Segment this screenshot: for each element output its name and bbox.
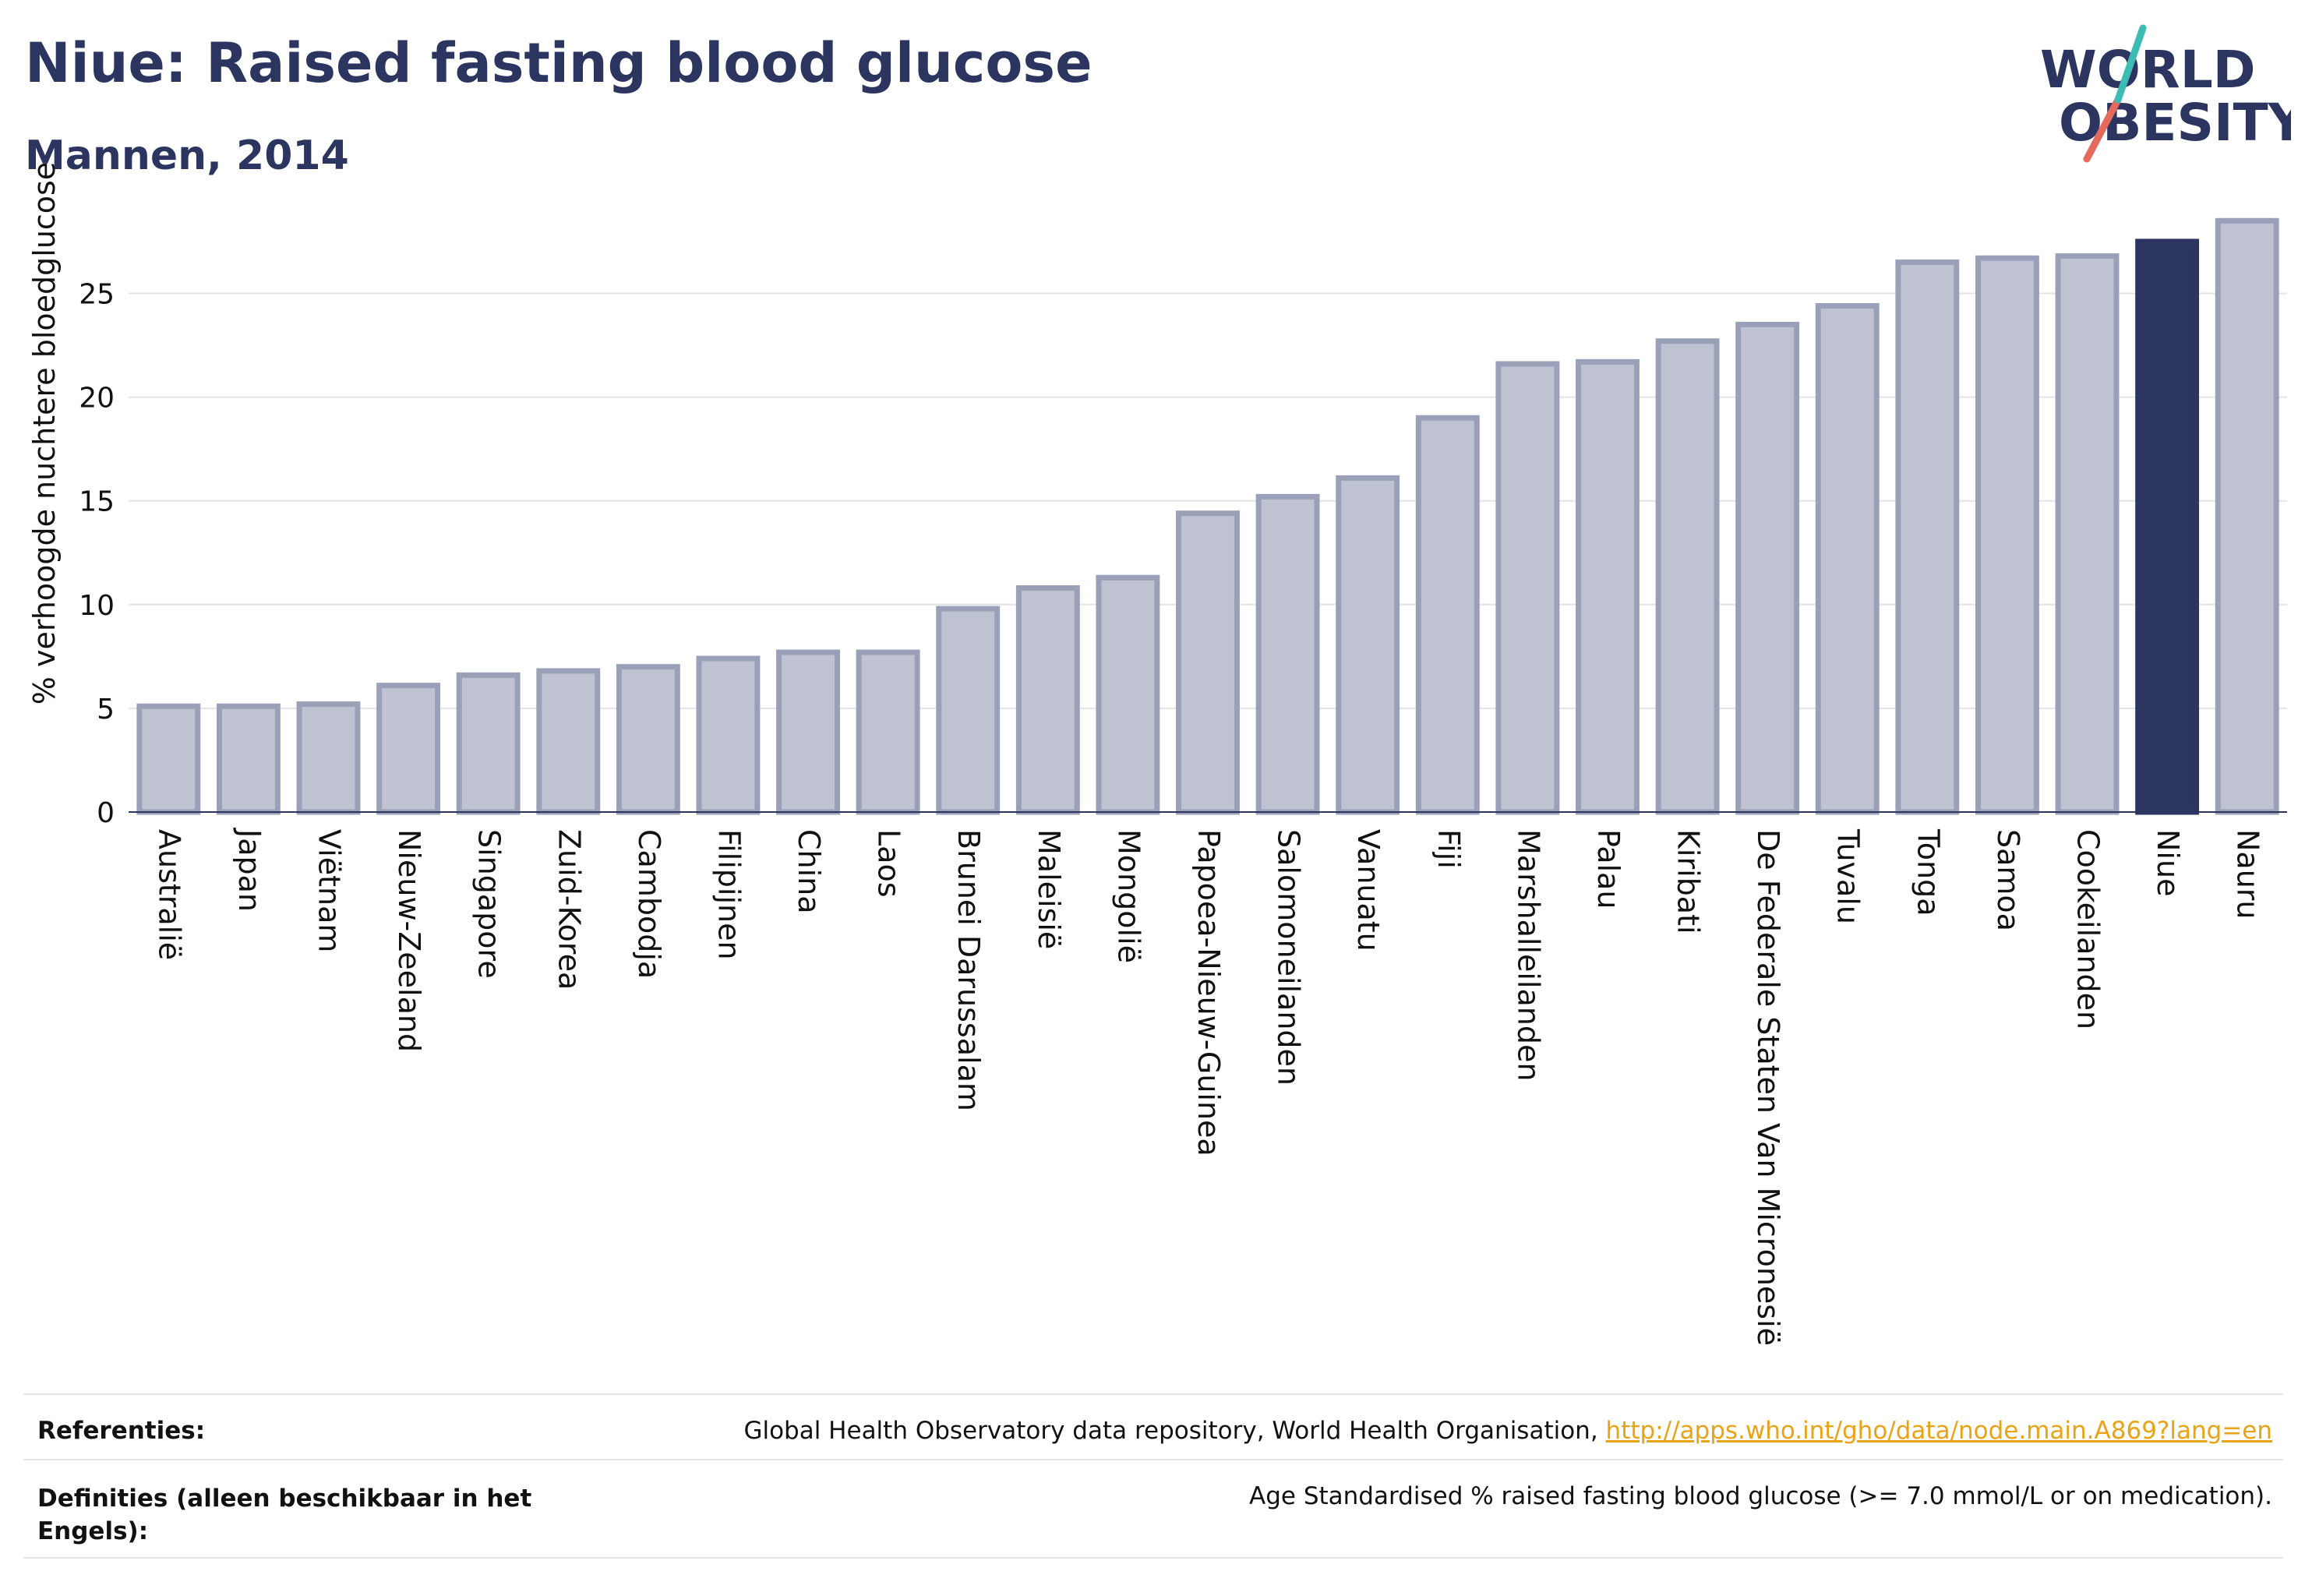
bar-niue [2135, 238, 2200, 815]
bar-filipijnen [696, 655, 761, 815]
x-tick-label: China [792, 829, 826, 914]
bar-papoea-nieuw-guinea [1176, 510, 1240, 815]
bar-singapore [456, 672, 521, 815]
references-label: Referenties: [37, 1417, 206, 1445]
bar-brunei-darussalam [936, 606, 1001, 815]
y-axis-ticks: 0 5 10 15 20 25 [79, 278, 115, 829]
bar-fiji [1415, 415, 1480, 815]
x-tick-label: Vanuatu [1351, 829, 1385, 952]
bar-chart: 0 5 10 15 20 25 Australië Japan Viëtnam Nieuw-Ze… [27, 162, 2287, 1346]
x-axis-labels: Australië Japan Viëtnam Nieuw-Zeeland Singap… [152, 828, 2264, 1346]
x-tick-label: Tuvalu [1831, 828, 1866, 924]
x-tick-label: Laos [872, 829, 906, 898]
bar-nauru [2215, 217, 2279, 815]
divider-middle [23, 1459, 2283, 1460]
y-tick-label: 10 [79, 590, 115, 622]
bar-vanuatu [1336, 475, 1400, 815]
x-tick-label: Japan [232, 828, 267, 912]
x-tick-label: Fiji [1431, 829, 1466, 869]
bar-salomoneilanden [1255, 493, 1320, 815]
x-tick-label: Kiribati [1671, 829, 1706, 934]
bar-mongoli- [1096, 574, 1160, 815]
x-tick-label: Samoa [1991, 829, 2025, 931]
bar-de-federale-staten-van-micronesi- [1735, 321, 1800, 815]
bar-tuvalu [1815, 302, 1880, 815]
world-obesity-logo: WORLD OBESITY [2040, 24, 2291, 163]
bar-zuid-korea [536, 668, 601, 815]
x-tick-label: Nieuw-Zeeland [392, 829, 426, 1052]
bar-nieuw-zeeland [376, 683, 441, 815]
chart-subtitle: Mannen, 2014 [25, 132, 349, 179]
chart-title: Niue: Raised fasting blood glucose [25, 31, 1092, 95]
y-tick-label: 5 [97, 694, 115, 726]
y-axis-label: % verhoogde nuchtere bloedglucose [27, 162, 62, 704]
bar-japan [216, 703, 281, 815]
divider-bottom [23, 1557, 2283, 1559]
x-tick-label: Marshalleilanden [1511, 829, 1545, 1081]
bar-palau [1576, 358, 1640, 815]
x-tick-label: Cookeilanden [2071, 829, 2106, 1029]
y-tick-label: 0 [97, 797, 115, 829]
bar-kiribati [1655, 338, 1720, 815]
bar-cambodja [616, 664, 680, 815]
references-link[interactable]: http://apps.who.int/gho/data/node.main.A… [1605, 1417, 2272, 1445]
bar-china [776, 649, 840, 815]
bars [136, 217, 2279, 815]
bar-marshalleilanden [1495, 361, 1560, 815]
y-tick-label: 25 [79, 278, 115, 310]
x-tick-label: Brunei Darussalam [951, 829, 986, 1111]
bar-australi- [136, 703, 201, 815]
y-tick-label: 20 [79, 383, 115, 415]
bar-maleisi- [1015, 584, 1080, 815]
x-tick-label: Mongolië [1111, 829, 1145, 963]
definitions-label: Definities (alleen beschikbaar in het En… [37, 1485, 532, 1545]
bar-samoa [1975, 255, 2039, 815]
x-tick-label: De Federale Staten Van Micronesië [1751, 829, 1785, 1346]
x-tick-label: Tonga [1911, 828, 1945, 916]
x-tick-label: Nauru [2231, 829, 2265, 920]
x-tick-label: Salomoneilanden [1272, 829, 1306, 1086]
bar-vi-tnam [296, 701, 361, 815]
logo-line1: WORLD [2040, 40, 2256, 100]
x-tick-label: Palau [1591, 829, 1626, 909]
references-text: Global Health Observatory data repositor… [743, 1417, 2272, 1445]
divider-top [23, 1393, 2283, 1395]
x-tick-label: Filipijnen [711, 829, 746, 960]
x-tick-label: Maleisië [1032, 829, 1066, 949]
bar-laos [856, 649, 920, 815]
x-tick-label: Cambodja [632, 829, 666, 979]
x-tick-label: Papoea-Nieuw-Guinea [1191, 829, 1226, 1156]
y-tick-label: 15 [79, 486, 115, 518]
x-tick-label: Australië [152, 829, 186, 960]
bar-cookeilanden [2055, 253, 2120, 815]
x-tick-label: Niue [2151, 829, 2185, 896]
x-tick-label: Zuid-Korea [552, 829, 586, 990]
x-tick-label: Viëtnam [312, 829, 346, 952]
bar-tonga [1895, 260, 1960, 815]
x-tick-label: Singapore [472, 829, 507, 979]
definitions-text: Age Standardised % raised fasting blood … [1249, 1482, 2272, 1510]
